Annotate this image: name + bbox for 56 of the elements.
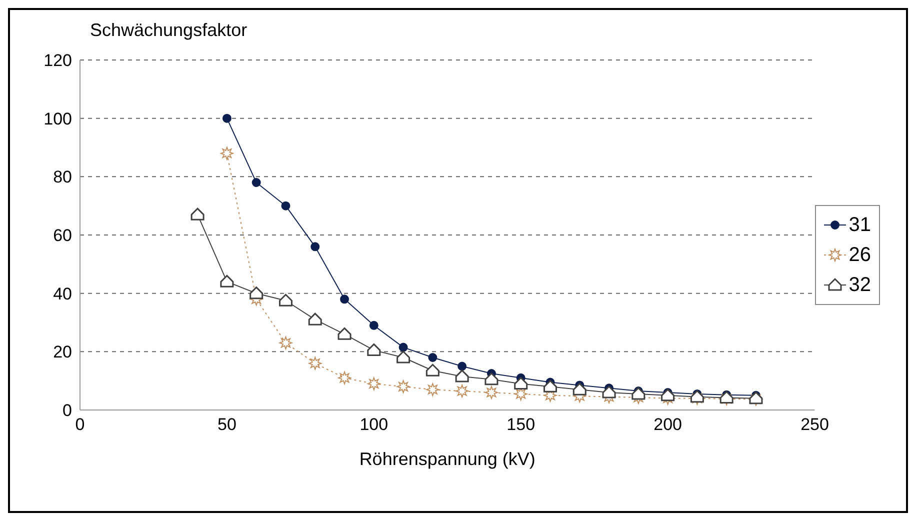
- legend-label: 26: [848, 243, 871, 268]
- point: [632, 387, 646, 400]
- point: [308, 356, 322, 370]
- y-tick-label: 100: [44, 109, 72, 128]
- x-tick-label: 200: [654, 415, 682, 434]
- point: [281, 201, 290, 210]
- x-tick-label: 0: [75, 415, 85, 434]
- y-tick-label: 20: [53, 342, 72, 362]
- point: [279, 336, 292, 350]
- point: [602, 386, 616, 398]
- point: [222, 114, 232, 123]
- point: [220, 274, 234, 288]
- x-tick-label: 250: [800, 415, 829, 434]
- point: [456, 384, 469, 398]
- point: [426, 364, 440, 376]
- point: [278, 294, 292, 306]
- x-axis-title: Röhrenspannung (kV): [359, 449, 536, 469]
- point: [458, 362, 467, 371]
- point: [749, 392, 763, 404]
- x-tick-label: 50: [217, 415, 236, 434]
- y-tick-label: 40: [53, 284, 72, 304]
- point: [310, 242, 320, 252]
- x-tick-label: 150: [506, 415, 536, 434]
- legend-label: 31: [848, 213, 871, 238]
- point: [308, 312, 322, 326]
- point: [426, 383, 440, 396]
- point: [367, 343, 381, 356]
- point: [220, 146, 234, 160]
- y-tick-label: 0: [62, 401, 72, 420]
- x-tick-label: 100: [360, 415, 388, 434]
- point: [369, 320, 378, 330]
- point: [690, 390, 704, 403]
- point: [250, 286, 264, 300]
- point: [428, 353, 438, 362]
- point: [190, 208, 204, 220]
- y-tick-label: 120: [44, 51, 72, 70]
- y-axis-title: Schwächungsfaktor: [90, 20, 248, 41]
- point: [484, 372, 498, 386]
- point: [455, 370, 469, 382]
- point: [484, 386, 498, 399]
- legend-label: 32: [848, 273, 871, 298]
- point: [367, 377, 380, 390]
- point: [543, 380, 557, 392]
- point: [340, 294, 350, 304]
- point: [396, 350, 410, 364]
- point: [720, 391, 734, 404]
- point: [396, 380, 410, 394]
- y-tick-label: 60: [53, 226, 72, 246]
- y-tick-label: 80: [53, 168, 72, 187]
- point: [514, 377, 528, 390]
- point: [398, 342, 408, 352]
- point: [661, 388, 675, 402]
- point: [252, 178, 261, 187]
- point: [572, 382, 586, 396]
- point: [338, 327, 352, 340]
- point: [338, 371, 352, 384]
